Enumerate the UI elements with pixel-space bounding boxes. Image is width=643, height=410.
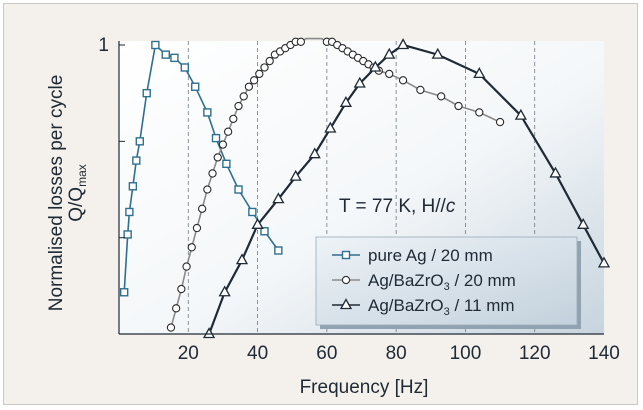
data-point-series-3 xyxy=(235,253,249,265)
data-point-series-1 xyxy=(211,133,221,143)
data-point-series-3 xyxy=(324,121,337,133)
data-point-series-2 xyxy=(172,304,181,313)
data-point-series-2 xyxy=(475,108,484,117)
data-point-series-1 xyxy=(123,230,132,239)
data-point-series-1 xyxy=(142,88,151,98)
data-point-series-1 xyxy=(222,159,231,169)
data-point-series-2 xyxy=(187,243,196,252)
annotation-symbol: // xyxy=(435,196,446,217)
legend-label-text: Ag/BaZrO xyxy=(368,271,444,290)
annotation-prefix: T = 77 K, H xyxy=(339,196,435,217)
data-point-series-3 xyxy=(431,47,444,59)
data-point-series-2 xyxy=(495,117,505,127)
data-point-series-3 xyxy=(308,147,321,159)
data-point-series-3 xyxy=(272,192,285,204)
x-tick-label: 40 xyxy=(247,343,268,364)
data-point-series-2 xyxy=(296,37,306,46)
data-point-series-2 xyxy=(208,169,217,178)
y-axis-label-sub: Q/Qmax xyxy=(66,164,89,222)
data-point-series-3 xyxy=(369,60,382,72)
legend-label-subscript: 3 xyxy=(444,281,450,293)
data-point-series-2 xyxy=(218,140,228,149)
data-point-series-1 xyxy=(180,63,190,72)
x-tick-label: 100 xyxy=(450,343,482,364)
chart: 20 40 60 80 100 120 140 1 pure Ag / 20 mm Ag/BaZ… xyxy=(46,35,620,398)
data-point-series-1 xyxy=(248,207,257,217)
data-point-series-2 xyxy=(197,204,207,213)
legend-marker-3 xyxy=(339,298,353,310)
data-point-series-1 xyxy=(161,50,170,59)
data-point-series-1 xyxy=(170,53,179,63)
x-tick-label: 140 xyxy=(588,343,620,364)
data-point-series-1 xyxy=(128,182,138,191)
data-point-series-3 xyxy=(549,166,562,178)
data-point-series-2 xyxy=(249,76,259,85)
data-point-series-2 xyxy=(437,92,446,101)
data-point-series-3 xyxy=(251,217,264,229)
data-point-series-2 xyxy=(244,82,254,91)
data-point-series-2 xyxy=(213,153,222,162)
data-point-series-3 xyxy=(597,256,611,268)
y-axis-label: Normalised losses per cycle xyxy=(46,75,67,312)
data-point-series-3 xyxy=(396,38,410,50)
x-tick-label: 20 xyxy=(178,343,199,364)
legend-label-text: Ag/BaZrO xyxy=(368,296,444,315)
data-point-series-1 xyxy=(260,227,269,236)
data-point-series-1 xyxy=(132,156,141,165)
data-point-series-2 xyxy=(398,76,408,85)
legend-label-text: pure Ag / 20 mm xyxy=(368,246,493,265)
x-tick-label: 120 xyxy=(519,343,551,364)
data-point-series-1 xyxy=(191,82,200,91)
data-point-series-3 xyxy=(514,108,527,120)
data-point-series-2 xyxy=(385,69,394,79)
data-point-series-1 xyxy=(151,40,160,50)
x-tick-label: 80 xyxy=(386,343,407,364)
data-point-series-2 xyxy=(239,92,248,101)
legend-box xyxy=(315,236,578,326)
legend-marker-2 xyxy=(341,275,351,285)
legend-label-2: Ag/BaZrO3 / 20 mm xyxy=(368,271,516,293)
data-point-series-2 xyxy=(234,101,243,111)
data-point-series-2 xyxy=(177,284,186,294)
annotation-suffix: c xyxy=(446,196,456,217)
legend-label-subscript: 3 xyxy=(444,306,450,318)
data-point-series-2 xyxy=(260,63,269,72)
data-point-series-2 xyxy=(265,56,274,66)
legend-label-tail: / 20 mm xyxy=(450,271,516,290)
legend-label-tail: / 11 mm xyxy=(450,296,515,315)
data-point-series-1 xyxy=(125,207,134,217)
x-axis-label: Frequency [Hz] xyxy=(300,377,429,398)
data-point-series-2 xyxy=(203,185,212,194)
data-point-series-1 xyxy=(234,185,243,194)
data-point-series-2 xyxy=(454,101,463,111)
data-point-series-2 xyxy=(182,262,191,271)
data-point-series-2 xyxy=(229,114,238,124)
data-point-series-3 xyxy=(339,95,353,107)
data-point-series-2 xyxy=(416,85,425,95)
legend-label-1: pure Ag / 20 mm xyxy=(368,246,493,265)
data-point-series-2 xyxy=(166,323,176,332)
data-point-series-2 xyxy=(192,223,202,233)
x-tick-label: 60 xyxy=(316,343,337,364)
data-point-series-3 xyxy=(218,285,231,297)
data-point-series-3 xyxy=(473,67,486,79)
legend-marker-1 xyxy=(341,250,351,260)
y-axis-label-sub-main: Q/Q xyxy=(66,187,87,222)
data-point-series-1 xyxy=(135,137,144,146)
annotation-text: T = 77 K, H//c xyxy=(339,196,456,217)
data-point-series-2 xyxy=(223,127,233,136)
figure-panel: 20 40 60 80 100 120 140 1 pure Ag / 20 mm Ag/BaZ… xyxy=(3,3,638,405)
data-point-series-3 xyxy=(577,217,590,229)
data-point-series-1 xyxy=(274,246,283,255)
data-point-series-1 xyxy=(119,288,129,297)
data-point-series-3 xyxy=(383,47,396,59)
data-point-series-3 xyxy=(289,169,302,181)
data-point-series-3 xyxy=(353,76,366,88)
y-tick-label: 1 xyxy=(98,35,109,56)
data-point-series-2 xyxy=(255,69,264,79)
y-axis-label-subscript: max xyxy=(75,164,89,187)
data-point-series-1 xyxy=(203,108,212,117)
legend-label-3: Ag/BaZrO3 / 11 mm xyxy=(368,296,515,318)
data-point-series-3 xyxy=(202,327,216,339)
